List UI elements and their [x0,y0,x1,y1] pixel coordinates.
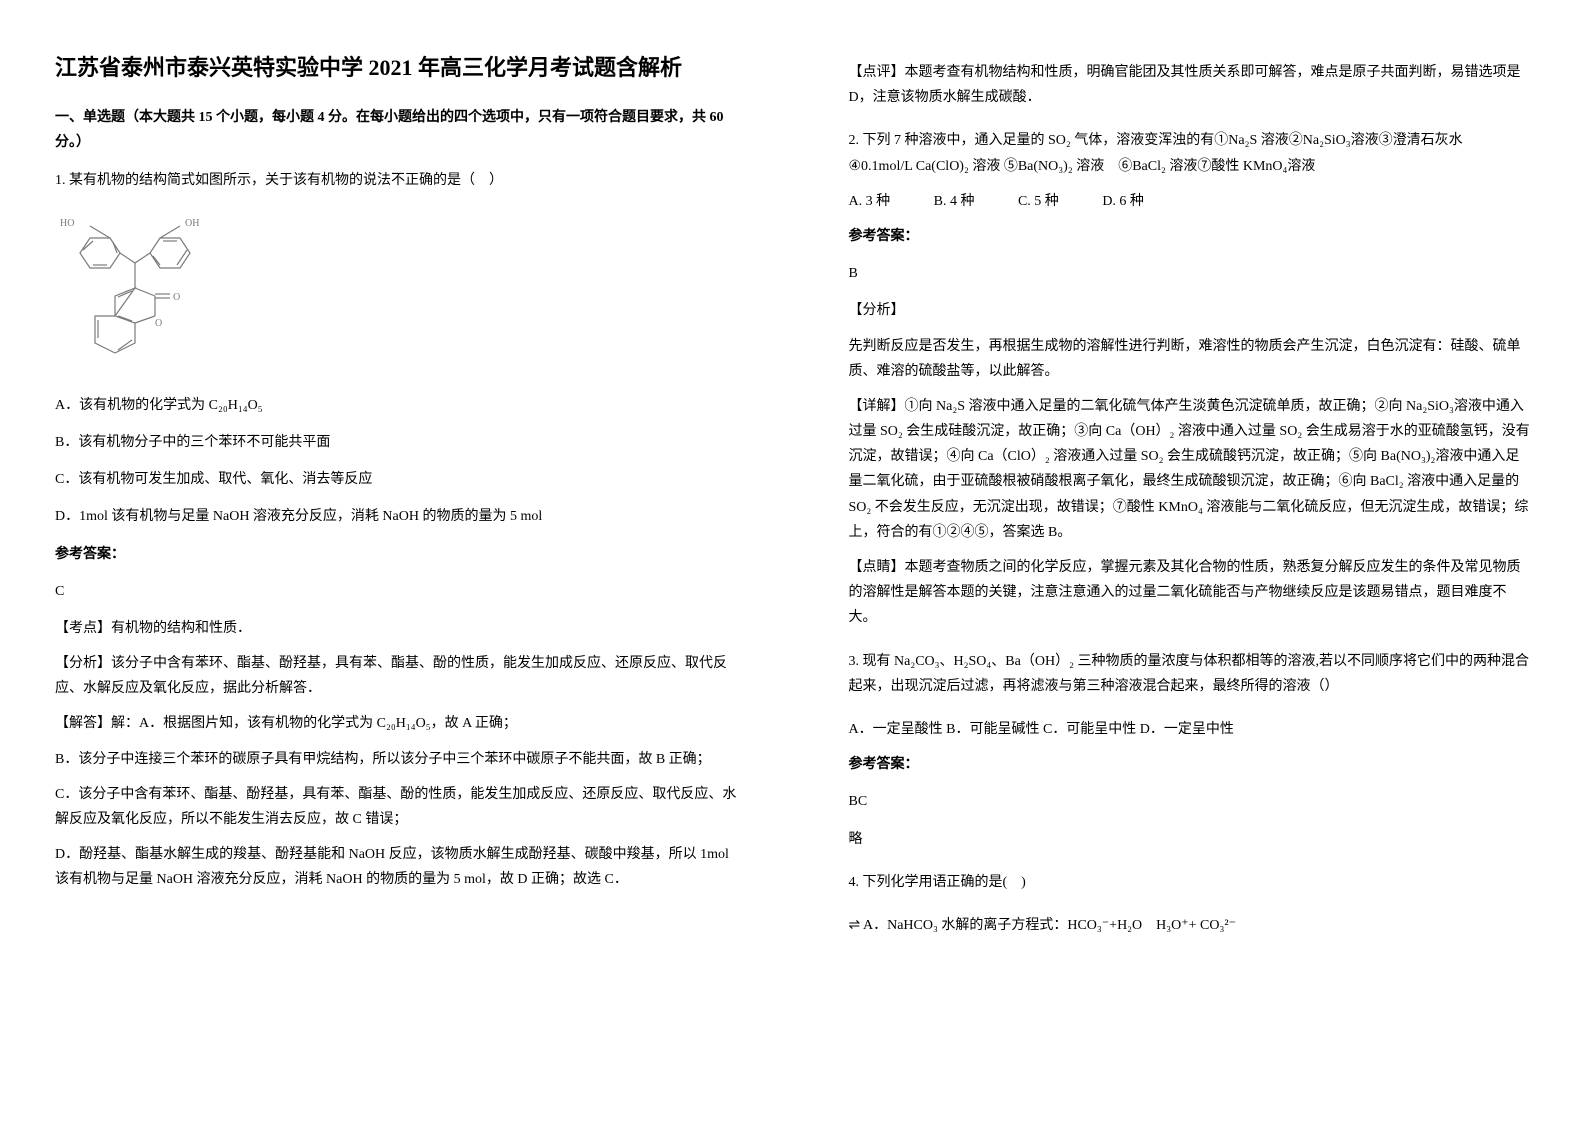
q1-option-a: A．该有机物的化学式为 C₂₀H₁₄O₅ [55,393,739,418]
q2-option-c: C. 5 种 [1018,189,1059,214]
q2-option-a: A. 3 种 [849,189,891,214]
question-4: 4. 下列化学用语正确的是( ) ⇌ A．NaHCO₃ 水解的离子方程式：HCO… [849,870,1533,938]
q2-option-b: B. 4 种 [934,189,975,214]
q4-option-a: ⇌ A．NaHCO₃ 水解的离子方程式：HCO₃⁻+H₂O H₃O⁺+ CO₃²… [849,913,1533,938]
q1-kaodian: 【考点】有机物的结构和性质． [55,616,739,641]
q2-answer-label: 参考答案： [849,224,1533,249]
q2-answer: B [849,261,1533,286]
q3-stem: 3. 现有 Na₂CO₃、H₂SO₄、Ba（OH）₂ 三种物质的量浓度与体积都相… [849,649,1533,699]
q1-option-c: C．该有机物可发生加成、取代、氧化、消去等反应 [55,467,739,492]
q4-option-a-text: A．NaHCO₃ 水解的离子方程式：HCO₃⁻+H₂O H₃O⁺+ CO₃²⁻ [863,918,1236,933]
left-column: 江苏省泰州市泰兴英特实验中学 2021 年高三化学月考试题含解析 一、单选题（本… [0,0,794,1122]
q3-omit: 略 [849,827,1533,852]
q1-jieda-c: C．该分子中含有苯环、酯基、酚羟基，具有苯、酯基、酚的性质，能发生加成反应、还原… [55,782,739,832]
q1-jieda-a: 【解答】解：A．根据图片知，该有机物的化学式为 C₂₀H₁₄O₅，故 A 正确； [55,711,739,736]
q3-answer: BC [849,789,1533,814]
q1-option-d: D．1mol 该有机物与足量 NaOH 溶液充分反应，消耗 NaOH 的物质的量… [55,504,739,529]
q1-options: A．该有机物的化学式为 C₂₀H₁₄O₅ B．该有机物分子中的三个苯环不可能共平… [55,393,739,530]
question-3: 3. 现有 Na₂CO₃、H₂SO₄、Ba（OH）₂ 三种物质的量浓度与体积都相… [849,649,1533,852]
q2-fenxi: 先判断反应是否发生，再根据生成物的溶解性进行判断，难溶性的物质会产生沉淀，白色沉… [849,334,1533,384]
q1-option-b: B．该有机物分子中的三个苯环不可能共平面 [55,430,739,455]
q3-options: A．一定呈酸性 B．可能呈碱性 C．可能呈中性 D．一定呈中性 [849,717,1533,742]
chemical-structure: HO OH O O [55,208,215,378]
q1-fenxi: 【分析】该分子中含有苯环、酯基、酚羟基，具有苯、酯基、酚的性质，能发生加成反应、… [55,651,739,701]
q2-stem-2: ④0.1mol/L Ca(ClO)₂ 溶液 ⑤Ba(NO₃)₂ 溶液 ⑥BaCl… [849,154,1533,179]
o-label-1: O [173,292,180,303]
section-header: 一、单选题（本大题共 15 个小题，每小题 4 分。在每小题给出的四个选项中，只… [55,105,739,155]
q1-answer: C [55,579,739,604]
right-column: 【点评】本题考查有机物结构和性质，明确官能团及其性质关系即可解答，难点是原子共面… [794,0,1587,1122]
q2-option-d: D. 6 种 [1102,189,1144,214]
ho-label: HO [60,218,74,229]
q3-answer-label: 参考答案： [849,752,1533,777]
equilibrium-symbol: ⇌ [849,918,861,933]
q2-options: A. 3 种 B. 4 种 C. 5 种 D. 6 种 [849,189,1533,214]
document-title: 江苏省泰州市泰兴英特实验中学 2021 年高三化学月考试题含解析 [55,50,739,85]
q2-fenxi-label: 【分析】 [849,298,1533,323]
q2-xiangjie: 【详解】①向 Na₂S 溶液中通入足量的二氧化硫气体产生淡黄色沉淀硫单质，故正确… [849,394,1533,545]
q1-stem: 1. 某有机物的结构简式如图所示，关于该有机物的说法不正确的是（ ） [55,168,739,193]
oh-label: OH [185,218,199,229]
question-2: 2. 下列 7 种溶液中，通入足量的 SO₂ 气体，溶液变浑浊的有①Na₂S 溶… [849,128,1533,630]
q2-stem-1: 2. 下列 7 种溶液中，通入足量的 SO₂ 气体，溶液变浑浊的有①Na₂S 溶… [849,128,1533,153]
q4-stem: 4. 下列化学用语正确的是( ) [849,870,1533,895]
question-1: 1. 某有机物的结构简式如图所示，关于该有机物的说法不正确的是（ ） [55,168,739,893]
o-label-2: O [155,318,162,329]
q1-answer-label: 参考答案： [55,542,739,567]
q1-dianping: 【点评】本题考查有机物结构和性质，明确官能团及其性质关系即可解答，难点是原子共面… [849,60,1533,110]
q2-dianping: 【点睛】本题考查物质之间的化学反应，掌握元素及其化合物的性质，熟悉复分解反应发生… [849,555,1533,631]
q1-jieda-d: D．酚羟基、酯基水解生成的羧基、酚羟基能和 NaOH 反应，该物质水解生成酚羟基… [55,842,739,892]
q1-jieda-b: B．该分子中连接三个苯环的碳原子具有甲烷结构，所以该分子中三个苯环中碳原子不能共… [55,747,739,772]
